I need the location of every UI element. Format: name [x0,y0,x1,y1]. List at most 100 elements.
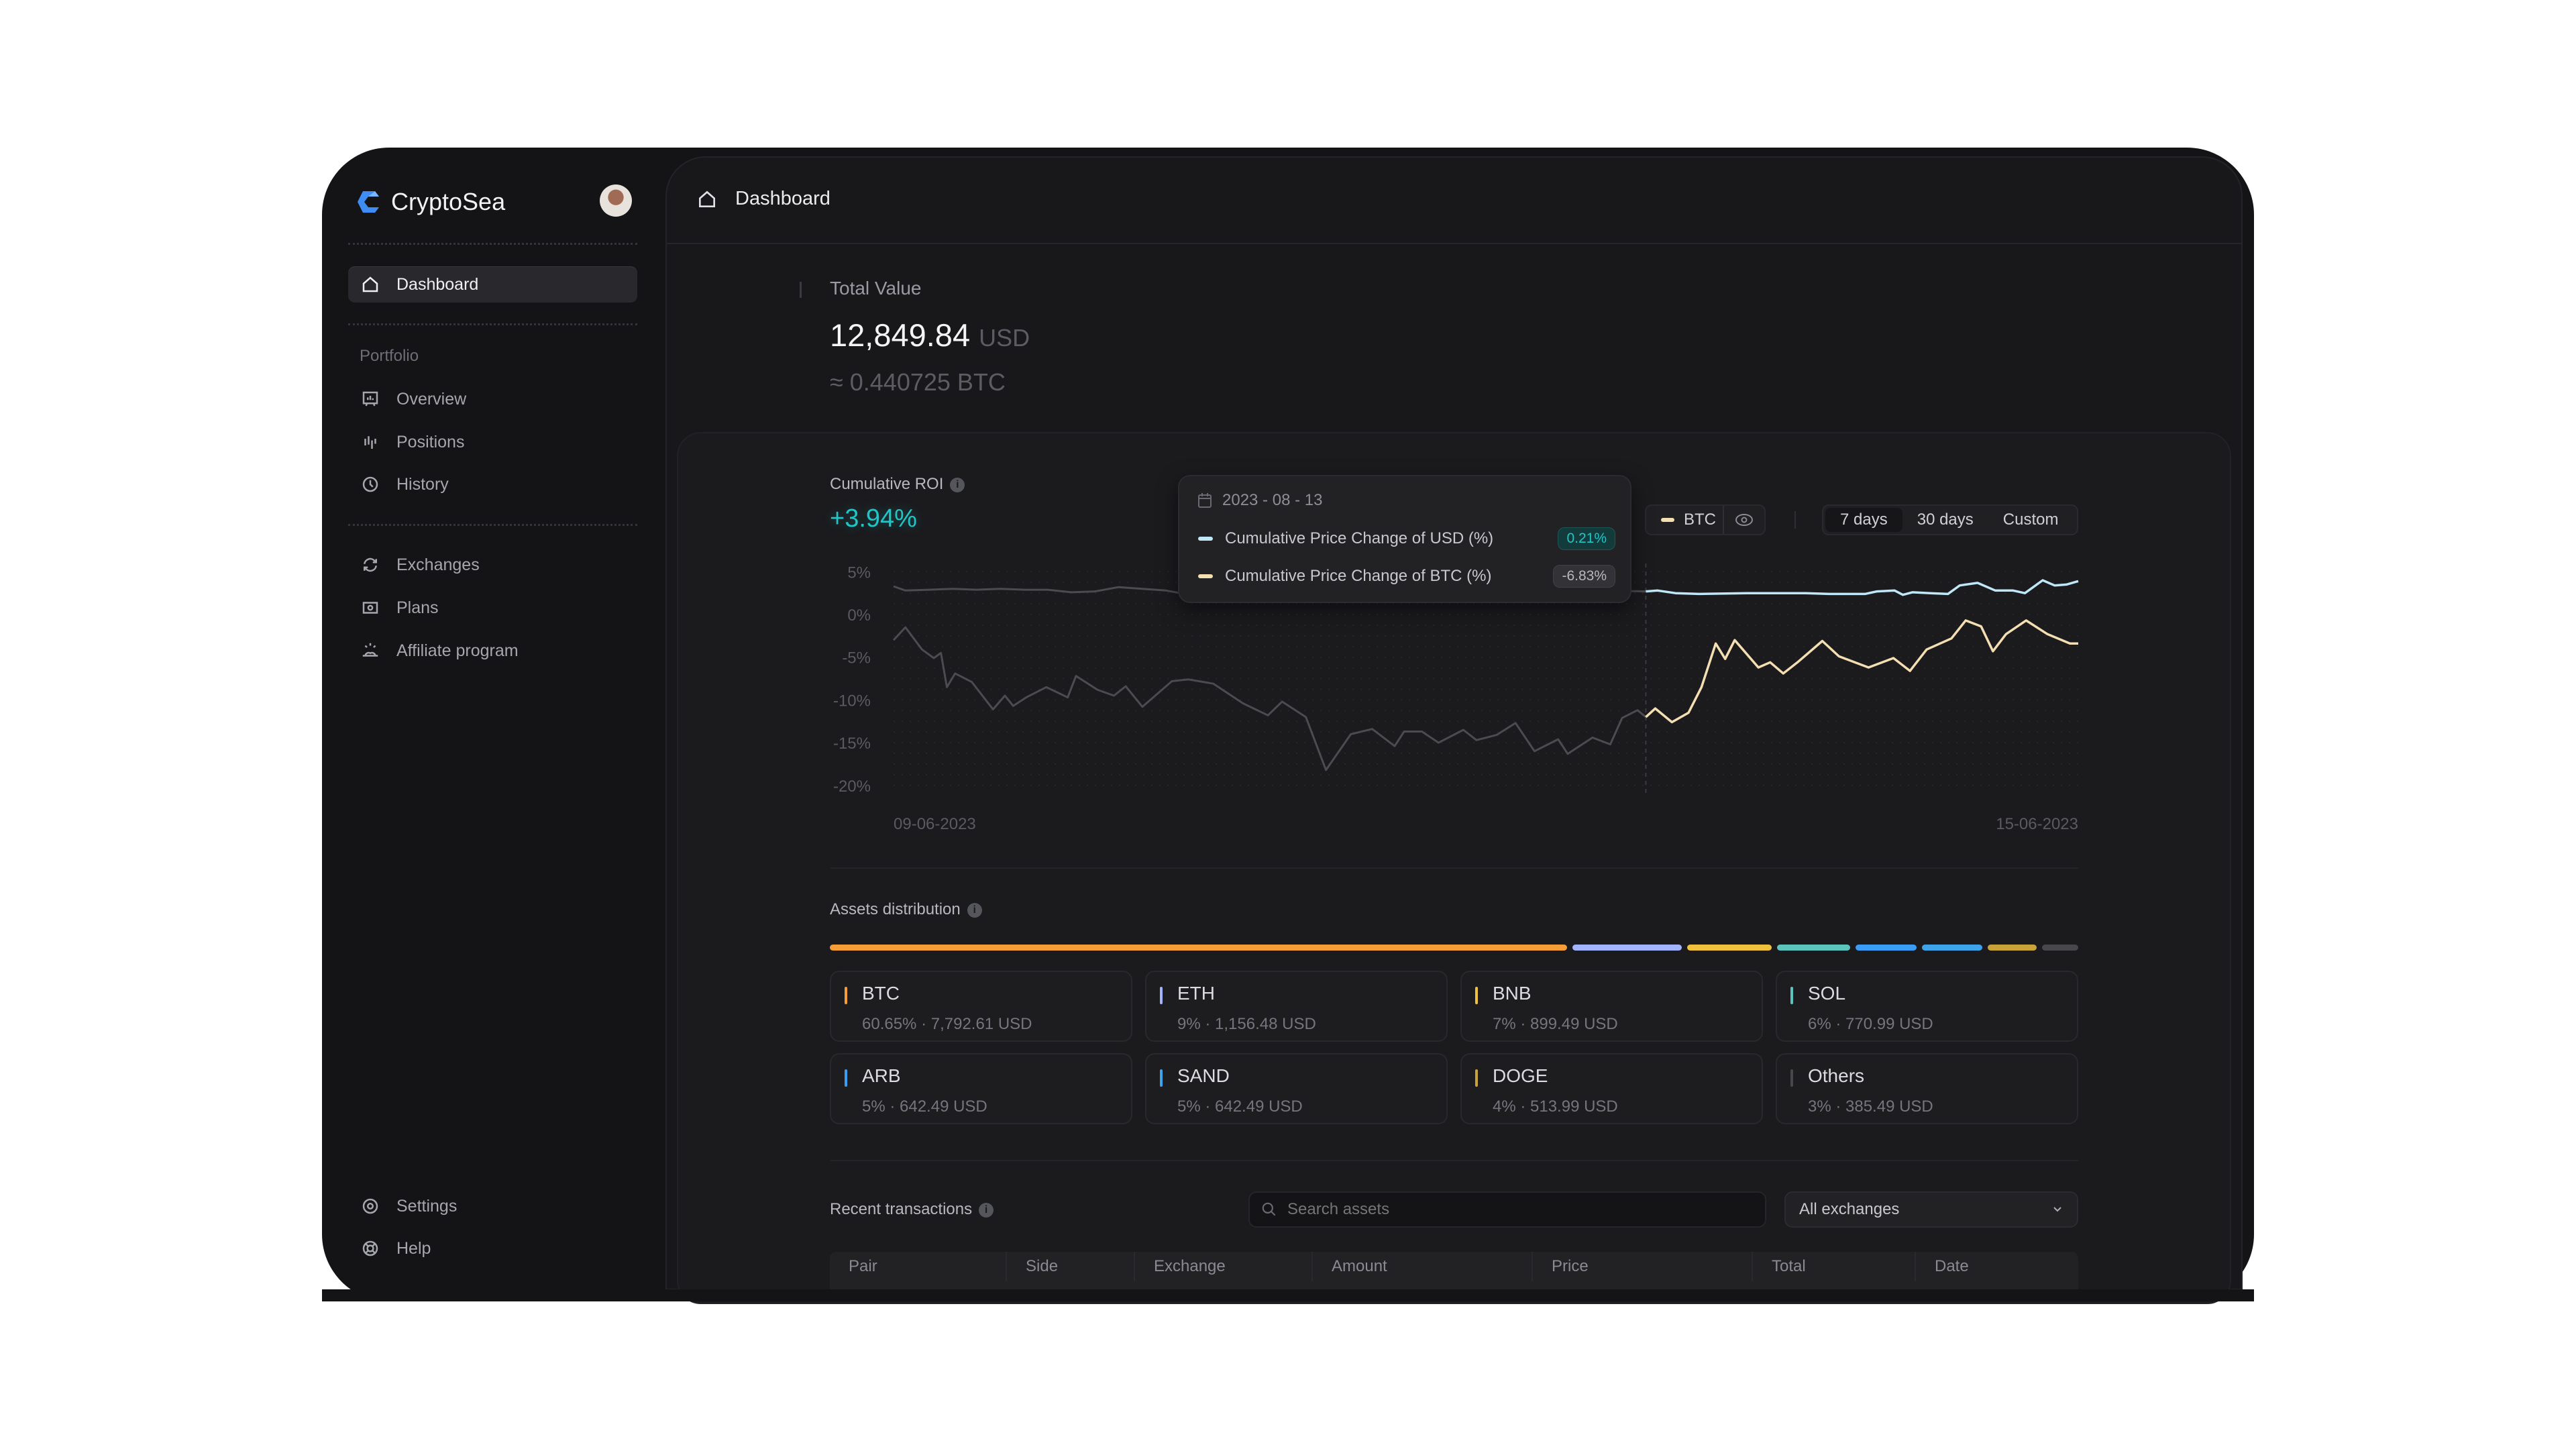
eye-icon[interactable] [1723,506,1764,534]
range-7-days[interactable]: 7 days [1825,508,1902,532]
search-assets-input[interactable] [1287,1200,1690,1219]
sidebar-item-dashboard[interactable]: Dashboard [348,266,637,303]
distribution-segment-others[interactable] [2041,945,2078,951]
distribution-segment-sol[interactable] [1777,945,1851,951]
distribution-segment-sand[interactable] [1921,945,1983,951]
column-header-date[interactable]: Date [1935,1257,1969,1275]
asset-color-marker [1475,1069,1478,1087]
legend-swatch [1198,537,1213,541]
asset-value: 1,156.48 USD [1215,1015,1316,1033]
info-icon[interactable]: i [979,1202,994,1218]
asset-card-sand[interactable]: SAND 5% · 642.49 USD [1145,1053,1448,1124]
search-assets-field[interactable] [1248,1191,1766,1228]
sidebar-item-overview[interactable]: Overview [348,381,637,417]
column-header-pair[interactable]: Pair [830,1252,1007,1281]
sidebar-item-affiliate-program[interactable]: Affiliate program [348,633,637,669]
sidebar-item-plans[interactable]: Plans [348,590,637,626]
total-value-label: Total Value [830,278,922,299]
logo[interactable]: CryptoSea [355,187,505,217]
sidebar-item-label: Affiliate program [396,641,519,660]
tooltip-row-value: 0.21% [1558,527,1615,550]
sidebar-item-positions[interactable]: Positions [348,424,637,460]
column-header-price[interactable]: Price [1533,1252,1753,1281]
asset-name: SOL [1808,983,1846,1004]
tooltip-row-label: Cumulative Price Change of USD (%) [1225,529,1494,547]
tooltip-date: 2023 - 08 - 13 [1222,491,1323,509]
asset-percent: 3% [1808,1097,1831,1116]
divider [348,524,637,526]
asset-name: BNB [1493,983,1532,1004]
series-line-usd-highlight [1646,579,2079,596]
assets-distribution-label: Assets distribution i [830,900,982,919]
roi-line-chart[interactable]: 5% 0% -5% -10% -15% -20% 09-06-2023 15-06-2023 [832,550,2093,839]
total-value-amount: 12,849.84 [830,317,971,353]
asset-color-marker [1790,1069,1793,1087]
asset-value: 7,792.61 USD [930,1015,1032,1033]
frame-bottom [322,1289,2254,1301]
asset-card-eth[interactable]: ETH 9% · 1,156.48 USD [1145,971,1448,1042]
x-tick-label: 15-06-2023 [1996,815,2078,833]
app-name: CryptoSea [391,188,506,215]
asset-card-btc[interactable]: BTC 60.65% · 7,792.61 USD [830,971,1132,1042]
asset-value: 899.49 USD [1530,1015,1618,1033]
y-tick-label: -20% [833,777,871,796]
distribution-segment-btc[interactable] [830,945,1567,951]
recent-transactions-label: Recent transactions i [830,1200,994,1219]
asset-color-marker [1160,1069,1163,1087]
asset-share: 7% · 899.49 USD [1493,1015,1618,1033]
distribution-segment-arb[interactable] [1856,945,1917,951]
y-tick-label: -5% [842,649,871,667]
asset-card-others[interactable]: Others 3% · 385.49 USD [1776,1053,2078,1124]
divider [1794,511,1796,529]
sidebar-item-exchanges[interactable]: Exchanges [348,547,637,583]
asset-color-marker [1475,987,1478,1004]
exchange-filter-select[interactable]: All exchanges [1784,1191,2078,1228]
range-30-days[interactable]: 30 days [1917,511,1974,529]
column-header-side[interactable]: Side [1007,1252,1135,1281]
asset-card-doge[interactable]: DOGE 4% · 513.99 USD [1460,1053,1763,1124]
asset-card-arb[interactable]: ARB 5% · 642.49 USD [830,1053,1132,1124]
asset-share: 9% · 1,156.48 USD [1177,1015,1316,1033]
calendar-icon [1198,493,1212,508]
header-divider [667,243,2241,244]
range-selector[interactable]: 7 days 30 days Custom [1822,504,2078,535]
asset-color-marker [1790,987,1793,1004]
sidebar-item-history[interactable]: History [348,466,637,502]
accent-bar [800,282,802,298]
cryptosea-logo-icon [358,191,379,213]
user-avatar[interactable] [600,184,632,217]
series-line-btc-past [892,626,1647,771]
sidebar-item-label: Plans [396,598,439,617]
total-value-currency: USD [979,324,1030,352]
range-custom[interactable]: Custom [2002,511,2059,529]
home-icon [362,276,378,292]
asset-card-sol[interactable]: SOL 6% · 770.99 USD [1776,971,2078,1042]
legend-swatch [1661,518,1674,522]
asset-color-marker [845,987,847,1004]
asset-share: 6% · 770.99 USD [1808,1015,1933,1033]
distribution-segment-doge[interactable] [1988,945,2037,951]
asset-card-bnb[interactable]: BNB 7% · 899.49 USD [1460,971,1763,1042]
asset-percent: 7% [1493,1015,1516,1033]
asset-name: SAND [1177,1065,1230,1086]
compare-toggle[interactable]: BTC [1645,504,1766,535]
series-line-btc-highlight [1645,619,2078,724]
affiliate-icon [362,643,378,657]
column-header-amount[interactable]: Amount [1313,1252,1533,1281]
info-icon[interactable]: i [967,902,982,918]
column-header-total[interactable]: Total [1753,1252,1916,1281]
plan-icon [362,602,378,614]
asset-value: 385.49 USD [1845,1097,1933,1116]
column-header-exchange[interactable]: Exchange [1135,1252,1313,1281]
sidebar-item-settings[interactable]: Settings [348,1188,637,1224]
info-icon[interactable]: i [950,477,965,492]
sidebar-item-help[interactable]: Help [348,1230,637,1267]
asset-value: 513.99 USD [1530,1097,1618,1116]
sidebar-item-label: Positions [396,432,465,451]
asset-name: BTC [862,983,900,1004]
asset-name: Others [1808,1065,1865,1086]
asset-percent: 60.65% [862,1015,917,1033]
distribution-segment-eth[interactable] [1572,945,1682,951]
exchange-icon [364,557,377,572]
distribution-segment-bnb[interactable] [1686,945,1772,951]
